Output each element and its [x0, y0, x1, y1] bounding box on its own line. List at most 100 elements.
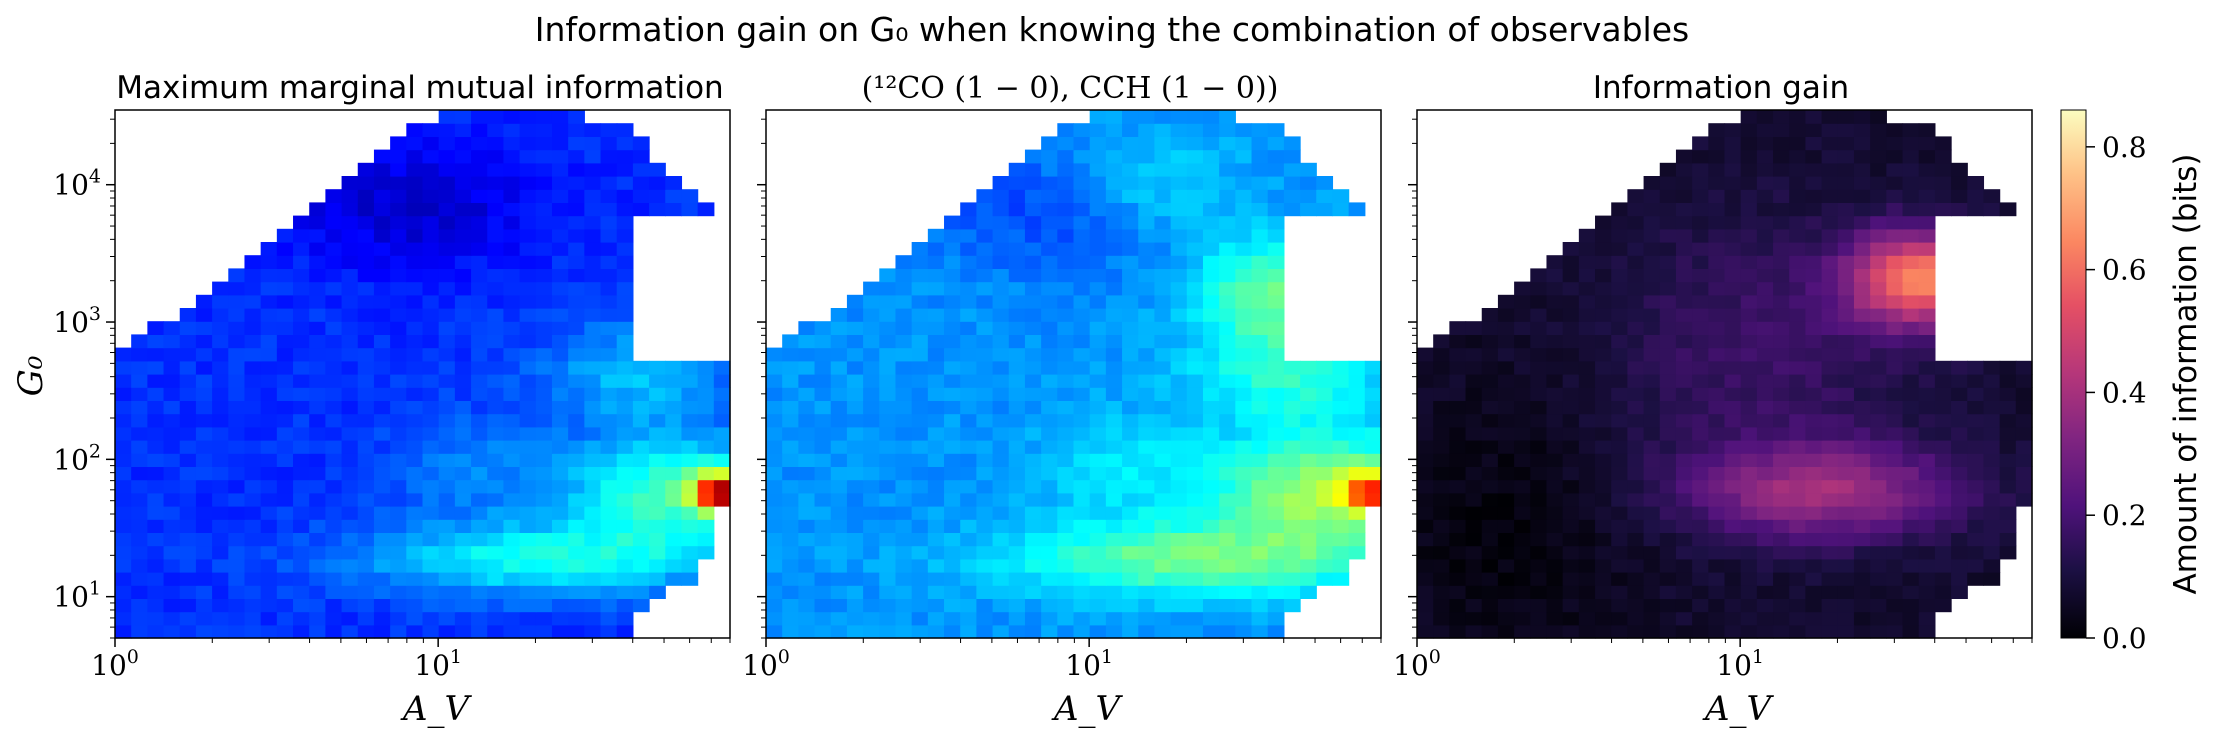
heatmap-cell	[1611, 492, 1628, 507]
heatmap-cell	[665, 374, 683, 388]
heatmap-cell	[1235, 532, 1253, 547]
heatmap-cell	[1611, 611, 1628, 626]
heatmap-cell	[1659, 374, 1677, 388]
heatmap-cell	[1041, 519, 1058, 533]
heatmap-cell	[944, 598, 961, 613]
heatmap-cell	[1562, 308, 1580, 322]
heatmap-cell	[1853, 545, 1871, 560]
heatmap-cell	[519, 506, 537, 520]
heatmap-cell	[1934, 598, 1952, 613]
heatmap-cell	[454, 321, 472, 335]
heatmap-cell	[1821, 387, 1839, 401]
heatmap-cell	[1837, 400, 1855, 415]
heatmap-cell	[1918, 308, 1936, 322]
heatmap-cell	[879, 281, 897, 296]
heatmap-cell	[798, 479, 816, 494]
heatmap-cell	[568, 519, 585, 533]
heatmap-cell	[1756, 400, 1774, 415]
heatmap-cell	[422, 162, 440, 177]
heatmap-cell	[1821, 268, 1839, 283]
heatmap-cell	[846, 532, 864, 547]
heatmap-cell	[1089, 387, 1107, 401]
heatmap-cell	[846, 374, 864, 388]
heatmap-cell	[1708, 321, 1726, 335]
heatmap-cell	[568, 228, 585, 243]
heatmap-cell	[147, 374, 165, 388]
heatmap-cell	[1756, 255, 1774, 269]
heatmap-cell	[1967, 466, 1985, 481]
heatmap-cell	[1821, 321, 1839, 335]
heatmap-cell	[1837, 136, 1855, 151]
heatmap-cell	[1918, 558, 1936, 573]
heatmap-cell	[911, 572, 929, 586]
heatmap-cell	[1643, 189, 1661, 203]
heatmap-cell	[846, 624, 864, 639]
heatmap-cell	[1316, 532, 1334, 547]
heatmap-cell	[1514, 545, 1531, 560]
heatmap-cell	[846, 321, 864, 335]
heatmap-cell	[1041, 545, 1058, 560]
heatmap-cell	[1853, 321, 1871, 335]
heatmap-cell	[1724, 598, 1742, 613]
heatmap-cell	[212, 360, 229, 375]
heatmap-cell	[1348, 374, 1366, 388]
heatmap-cell	[1821, 202, 1839, 217]
heatmap-cell	[406, 176, 424, 190]
heatmap-cell	[960, 374, 977, 388]
heatmap-cell	[1073, 189, 1091, 203]
heatmap-cell	[1202, 294, 1220, 309]
heatmap-cell	[1283, 558, 1301, 573]
heatmap-cell	[584, 598, 602, 613]
heatmap-cell	[782, 347, 799, 362]
heatmap-cell	[471, 136, 488, 151]
heatmap-cell	[1105, 215, 1123, 230]
heatmap-cell	[992, 176, 1010, 190]
heatmap-cell	[519, 110, 537, 124]
heatmap-cell	[830, 400, 848, 415]
heatmap-cell	[1805, 585, 1823, 599]
heatmap-cell	[1300, 558, 1317, 573]
heatmap-cell	[1853, 558, 1871, 573]
heatmap-cell	[519, 228, 537, 243]
heatmap-cell	[1497, 440, 1515, 454]
heatmap-cell	[911, 308, 929, 322]
heatmap-cell	[228, 281, 246, 296]
heatmap-cell	[1918, 334, 1936, 349]
heatmap-cell	[438, 519, 456, 533]
heatmap-cell	[1154, 440, 1172, 454]
heatmap-cell	[2015, 466, 2033, 481]
heatmap-cell	[1724, 360, 1742, 375]
heatmap-cell	[471, 453, 488, 467]
heatmap-cell	[422, 189, 440, 203]
heatmap-cell	[212, 347, 229, 362]
heatmap-cell	[1562, 453, 1580, 467]
heatmap-cell	[1692, 242, 1709, 256]
heatmap-cell	[1853, 374, 1871, 388]
heatmap-cell	[1481, 558, 1499, 573]
heatmap-cell	[309, 466, 326, 481]
heatmap-cell	[1417, 506, 1434, 520]
heatmap-cell	[260, 400, 278, 415]
heatmap-cell	[976, 334, 994, 349]
heatmap-cell	[911, 558, 929, 573]
heatmap-cell	[1008, 479, 1026, 494]
heatmap-cell	[1202, 492, 1220, 507]
heatmap-cell	[1918, 228, 1936, 243]
heatmap-cell	[600, 400, 618, 415]
heatmap-cell	[454, 572, 472, 586]
heatmap-cell	[895, 466, 913, 481]
heatmap-cell	[1073, 426, 1091, 441]
heatmap-cell	[1870, 228, 1887, 243]
heatmap-cell	[1740, 532, 1758, 547]
heatmap-cell	[1251, 611, 1269, 626]
heatmap-cell	[1870, 598, 1887, 613]
heatmap-cell	[1659, 611, 1677, 626]
heatmap-cell	[1235, 558, 1253, 573]
heatmap-cell	[616, 347, 634, 362]
heatmap-cell	[1740, 347, 1758, 362]
heatmap-cell	[616, 400, 634, 415]
heatmap-cell	[1611, 268, 1628, 283]
heatmap-cell	[503, 479, 521, 494]
heatmap-cell	[1089, 479, 1107, 494]
heatmap-cell	[1821, 545, 1839, 560]
